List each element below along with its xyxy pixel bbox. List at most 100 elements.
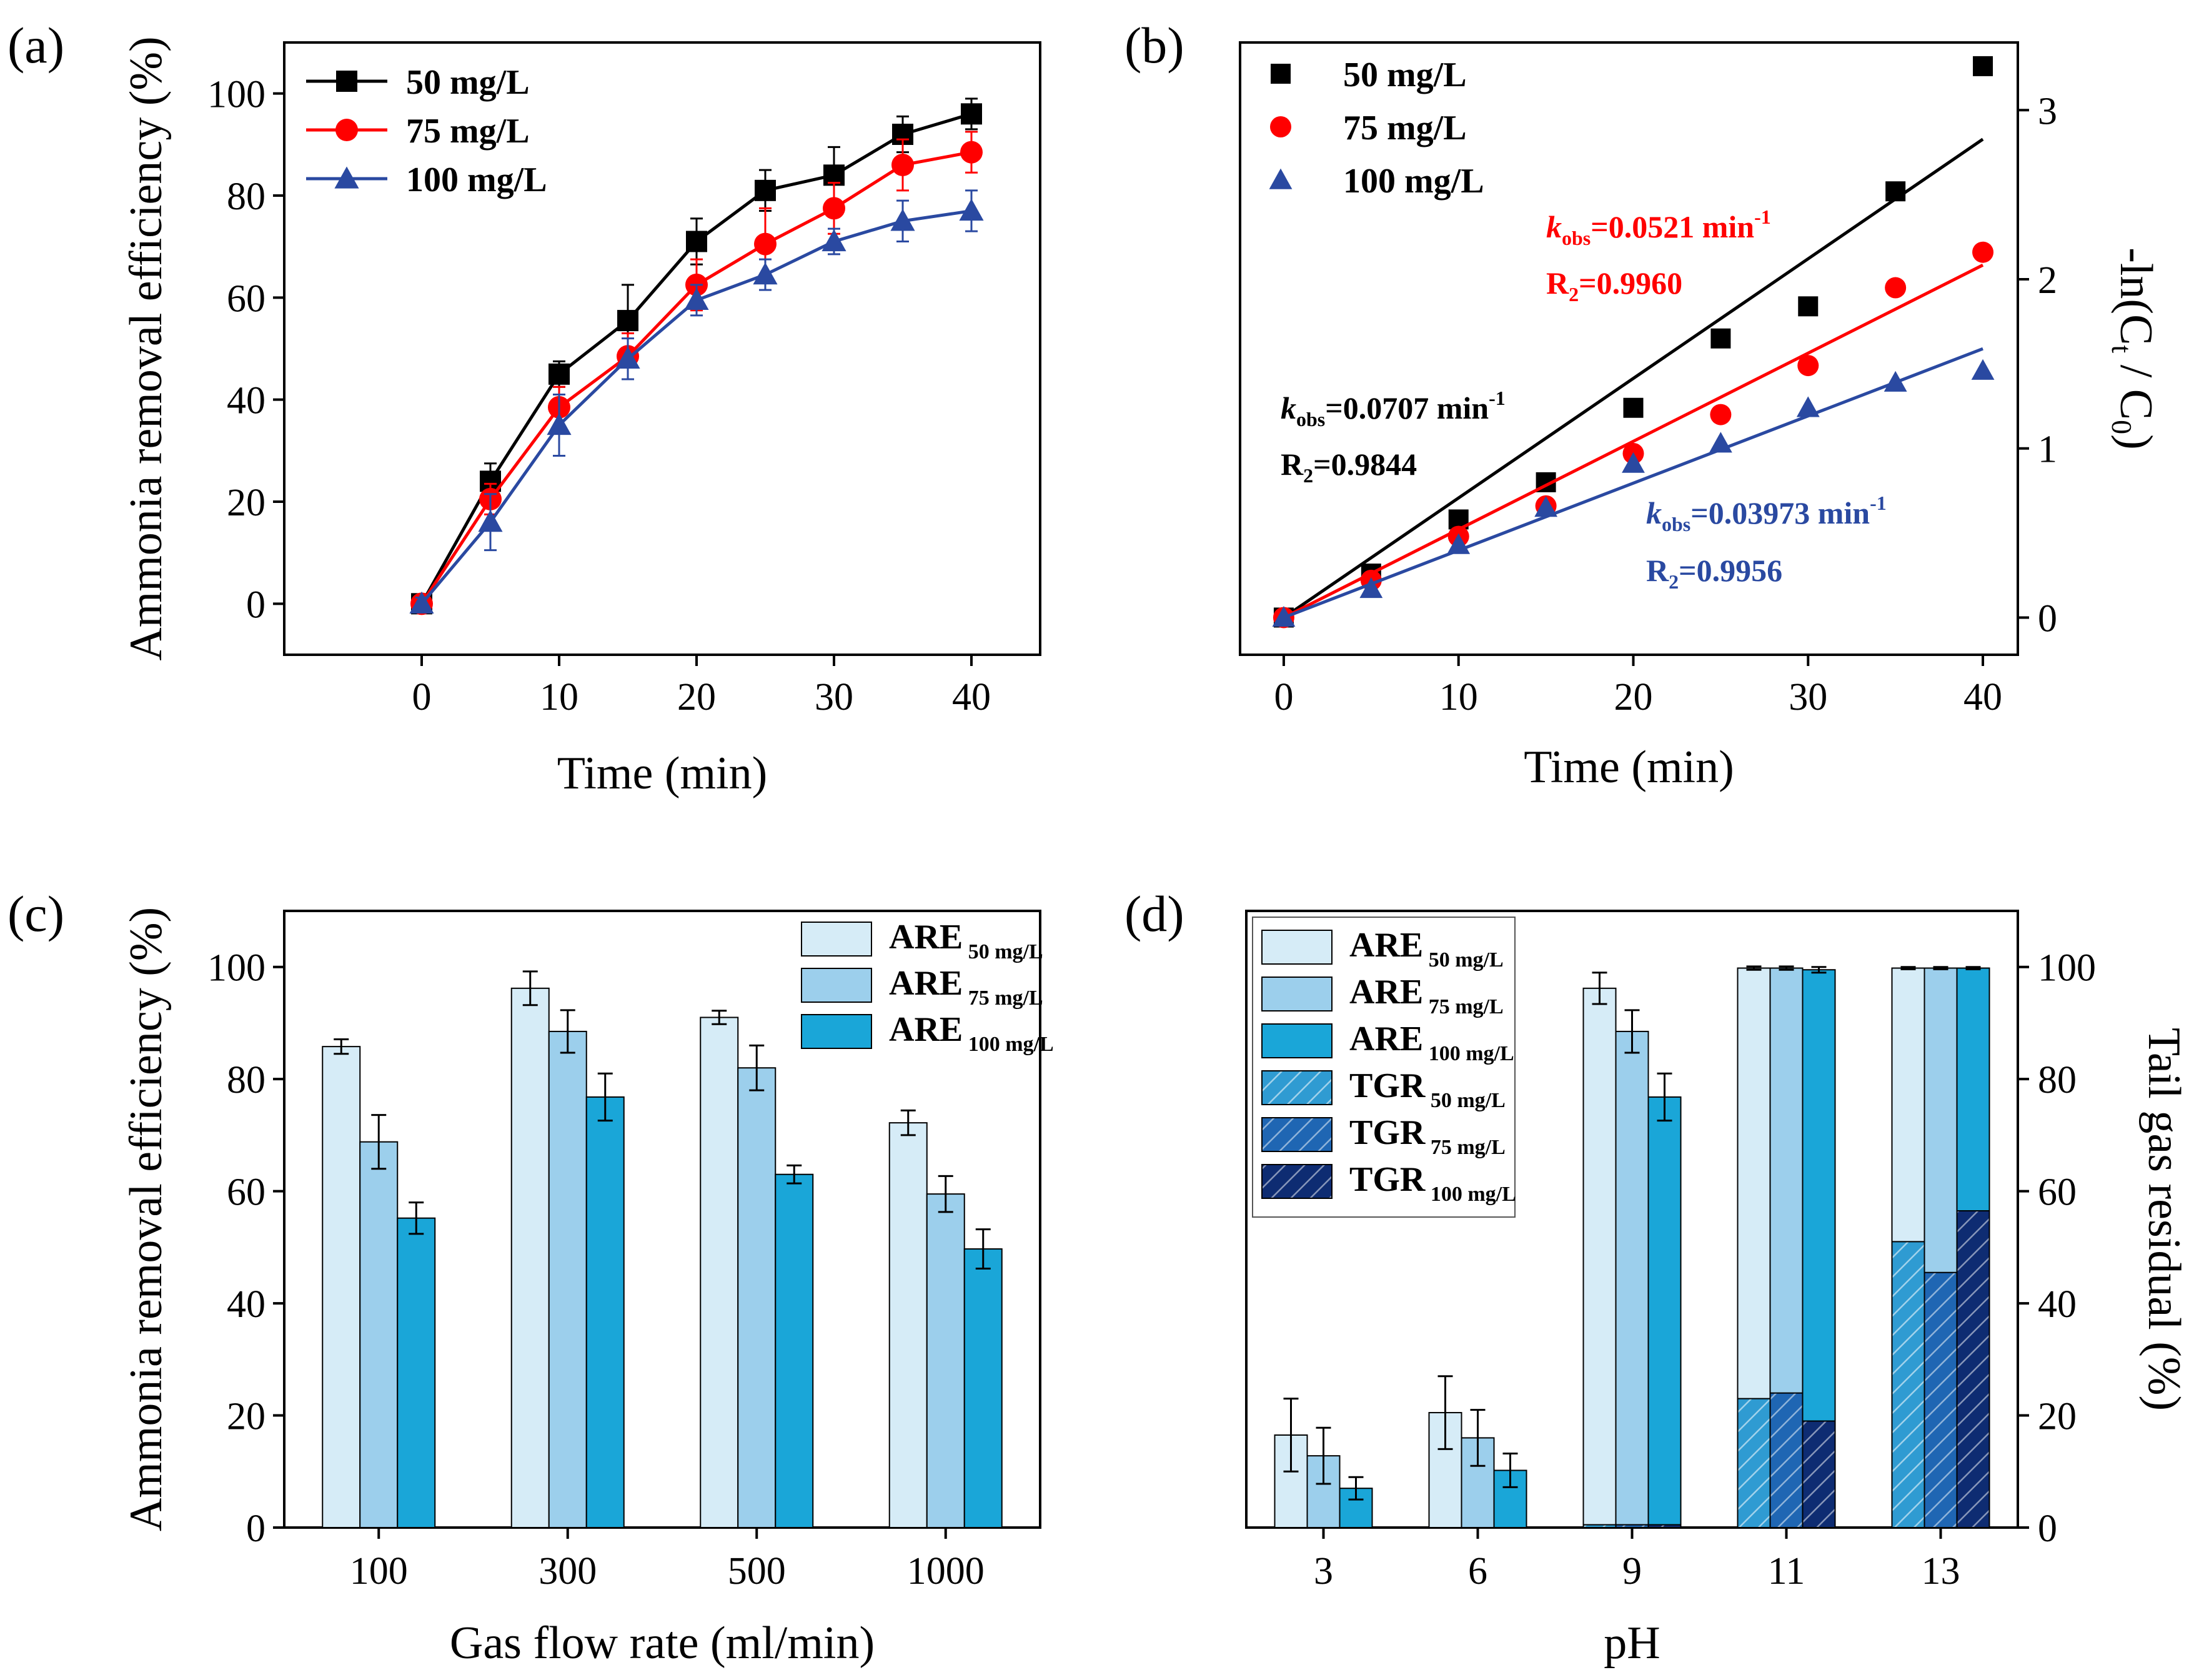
annotation-sub: obs bbox=[1662, 513, 1690, 535]
panel-label-b: (b) bbox=[1124, 17, 1184, 74]
annotation-r2: R2=0.9960 bbox=[1546, 266, 1682, 306]
legend-swatch bbox=[1261, 977, 1333, 1011]
annotation-sub: obs bbox=[1296, 408, 1325, 430]
legend-label: ARE 75 mg/L bbox=[889, 964, 1043, 1010]
fit-line bbox=[1283, 347, 1983, 619]
y-tick-label: 80 bbox=[2038, 1059, 2077, 1101]
legend-name: TGR bbox=[1349, 1066, 1426, 1105]
legend-label: 100 mg/L bbox=[1343, 162, 1484, 201]
legend-swatch bbox=[801, 968, 872, 1003]
legend-sub: 100 mg/L bbox=[1423, 1042, 1514, 1065]
annotation-k: k bbox=[1646, 495, 1662, 530]
x-tick-label: 10 bbox=[1439, 676, 1478, 718]
bar-tgr bbox=[1769, 1392, 1804, 1528]
data-point bbox=[1885, 277, 1907, 299]
legend-name: ARE bbox=[889, 1010, 963, 1049]
data-point bbox=[1884, 370, 1907, 392]
data-point bbox=[891, 154, 914, 176]
y-axis-label: Tail gas residual (%) bbox=[2138, 1028, 2189, 1411]
annotation-r: R bbox=[1546, 266, 1569, 301]
annotation-value: =0.0521 min bbox=[1591, 209, 1754, 244]
legend-name: TGR bbox=[1349, 1160, 1426, 1199]
legend-swatch bbox=[801, 1014, 872, 1049]
data-point bbox=[961, 103, 982, 125]
legend-marker bbox=[1271, 64, 1291, 84]
annotation-rvalue: =0.9956 bbox=[1679, 553, 1782, 588]
data-point bbox=[1622, 452, 1645, 473]
data-point bbox=[478, 510, 503, 532]
legend-label: ARE 100 mg/L bbox=[1349, 1020, 1514, 1065]
y-label-part: / C bbox=[2110, 353, 2162, 420]
data-point bbox=[1447, 533, 1471, 554]
data-point bbox=[1798, 296, 1819, 317]
panel-d: 0 20 40 60 80 100 3 6 9 11 13 pH Tail gas residual (… bbox=[1245, 910, 2189, 1669]
y-tick-label: 2 bbox=[2038, 259, 2057, 302]
legend-sub: 50 mg/L bbox=[1423, 948, 1503, 972]
x-tick-label: 20 bbox=[677, 676, 716, 718]
annotation-rvalue: =0.9844 bbox=[1313, 447, 1417, 482]
y-tick-label: 60 bbox=[2038, 1171, 2077, 1214]
x-tick-label: 30 bbox=[815, 676, 853, 718]
y-tick-label: 40 bbox=[2038, 1283, 2077, 1326]
legend-label: TGR 75 mg/L bbox=[1349, 1113, 1506, 1159]
annotation-r2: R2=0.9956 bbox=[1646, 553, 1782, 593]
bar-tgr bbox=[1923, 1271, 1958, 1529]
bar bbox=[1647, 1096, 1682, 1528]
bar-tgr bbox=[1615, 1524, 1649, 1529]
data-point bbox=[615, 346, 640, 369]
data-point bbox=[1972, 241, 1994, 263]
bar bbox=[775, 1173, 814, 1528]
legend-sub: 75 mg/L bbox=[963, 987, 1043, 1010]
y-tick-label: 100 bbox=[2038, 947, 2096, 990]
legend-label: 50 mg/L bbox=[406, 63, 530, 102]
x-tick-label: 20 bbox=[1614, 676, 1652, 718]
legend-label: ARE 75 mg/L bbox=[1349, 973, 1504, 1018]
x-tick-label: 100 bbox=[350, 1550, 408, 1593]
y-tick-label: 0 bbox=[2038, 1508, 2057, 1550]
annotation-sup: -1 bbox=[1754, 206, 1771, 228]
y-tick-label: 0 bbox=[2038, 597, 2057, 640]
legend-sub: 50 mg/L bbox=[963, 940, 1043, 963]
data-point bbox=[1534, 496, 1558, 517]
series-group bbox=[409, 97, 984, 615]
bar bbox=[963, 1248, 1003, 1528]
annotation-r2: R2=0.9844 bbox=[1281, 447, 1417, 487]
data-point bbox=[755, 179, 776, 201]
annotation-k: k bbox=[1546, 209, 1562, 244]
legend-label: TGR 100 mg/L bbox=[1349, 1160, 1516, 1206]
data-point bbox=[1973, 56, 1993, 76]
legend-marker bbox=[336, 71, 357, 92]
x-tick-label: 10 bbox=[540, 676, 578, 718]
data-point bbox=[1623, 397, 1644, 418]
bar bbox=[926, 1193, 965, 1528]
bar-tgr bbox=[1956, 1210, 1990, 1528]
data-point bbox=[1796, 396, 1820, 417]
legend-name: ARE bbox=[889, 918, 963, 957]
x-axis-label: Time (min) bbox=[557, 748, 767, 799]
x-tick-label: 0 bbox=[1274, 676, 1293, 718]
legend-swatch bbox=[1261, 1117, 1333, 1152]
annotation-rsub: 2 bbox=[1569, 283, 1579, 306]
panel-c: 0 20 40 60 80 100 100 300 500 1000 Gas flow rate (… bbox=[121, 907, 1054, 1669]
bar bbox=[510, 987, 550, 1528]
fit-line bbox=[1283, 264, 1984, 619]
data-point bbox=[1885, 181, 1906, 202]
legend-sub: 50 mg/L bbox=[1425, 1089, 1505, 1112]
annotation-r: R bbox=[1646, 553, 1669, 588]
data-point bbox=[1272, 606, 1296, 627]
legend-name: ARE bbox=[1349, 926, 1423, 965]
data-point bbox=[821, 229, 846, 252]
annotation-sub: obs bbox=[1562, 227, 1591, 249]
legend-sub: 100 mg/L bbox=[963, 1033, 1053, 1056]
data-point bbox=[753, 262, 778, 285]
data-point bbox=[1710, 404, 1732, 425]
legend-marker bbox=[334, 166, 359, 189]
legend-name: ARE bbox=[1349, 1020, 1423, 1058]
bar-tgr bbox=[1891, 1241, 1925, 1528]
y-tick-label: 100 bbox=[207, 947, 266, 990]
x-tick-label: 40 bbox=[1963, 676, 2002, 718]
y-tick-label: 0 bbox=[246, 1508, 266, 1550]
legend-name: ARE bbox=[889, 964, 963, 1003]
